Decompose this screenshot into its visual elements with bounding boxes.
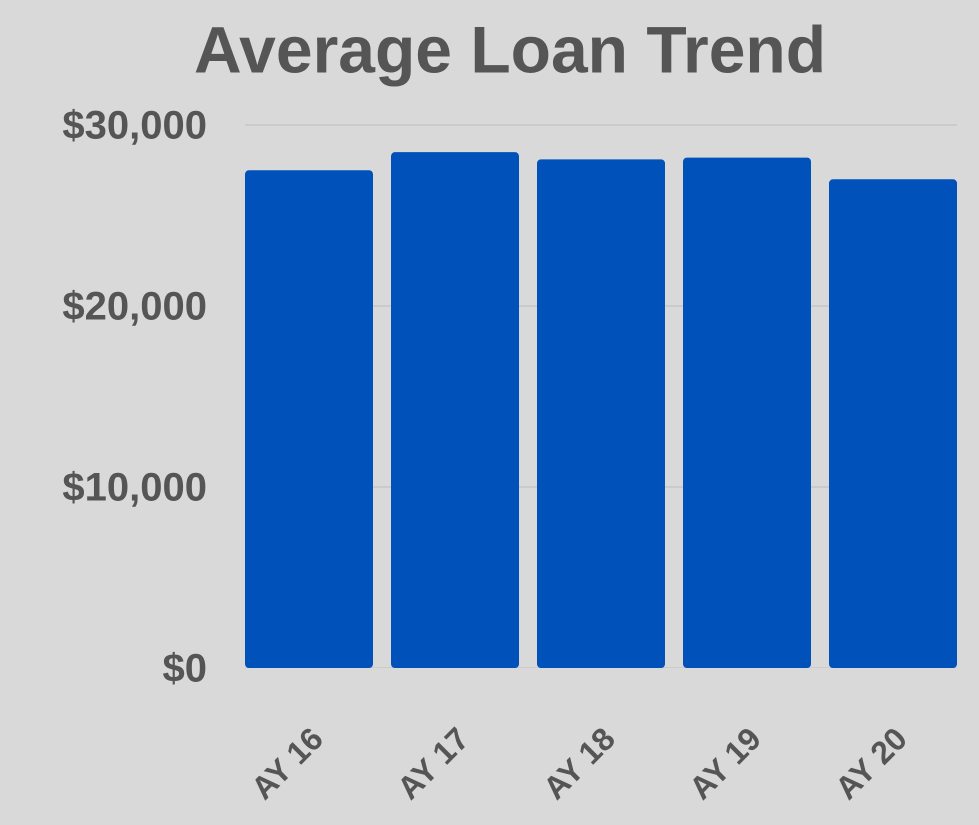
y-tick-label: $30,000: [62, 104, 207, 148]
bar: [391, 152, 519, 668]
y-tick-label: $20,000: [62, 285, 207, 329]
baseline-cover: [245, 668, 957, 669]
bar: [245, 170, 373, 668]
chart-title: Average Loan Trend: [194, 12, 826, 86]
y-tick-label: $0: [163, 647, 208, 691]
y-tick-label: $10,000: [62, 466, 207, 510]
bar: [683, 157, 811, 668]
bar: [537, 159, 665, 668]
bar: [829, 179, 957, 669]
